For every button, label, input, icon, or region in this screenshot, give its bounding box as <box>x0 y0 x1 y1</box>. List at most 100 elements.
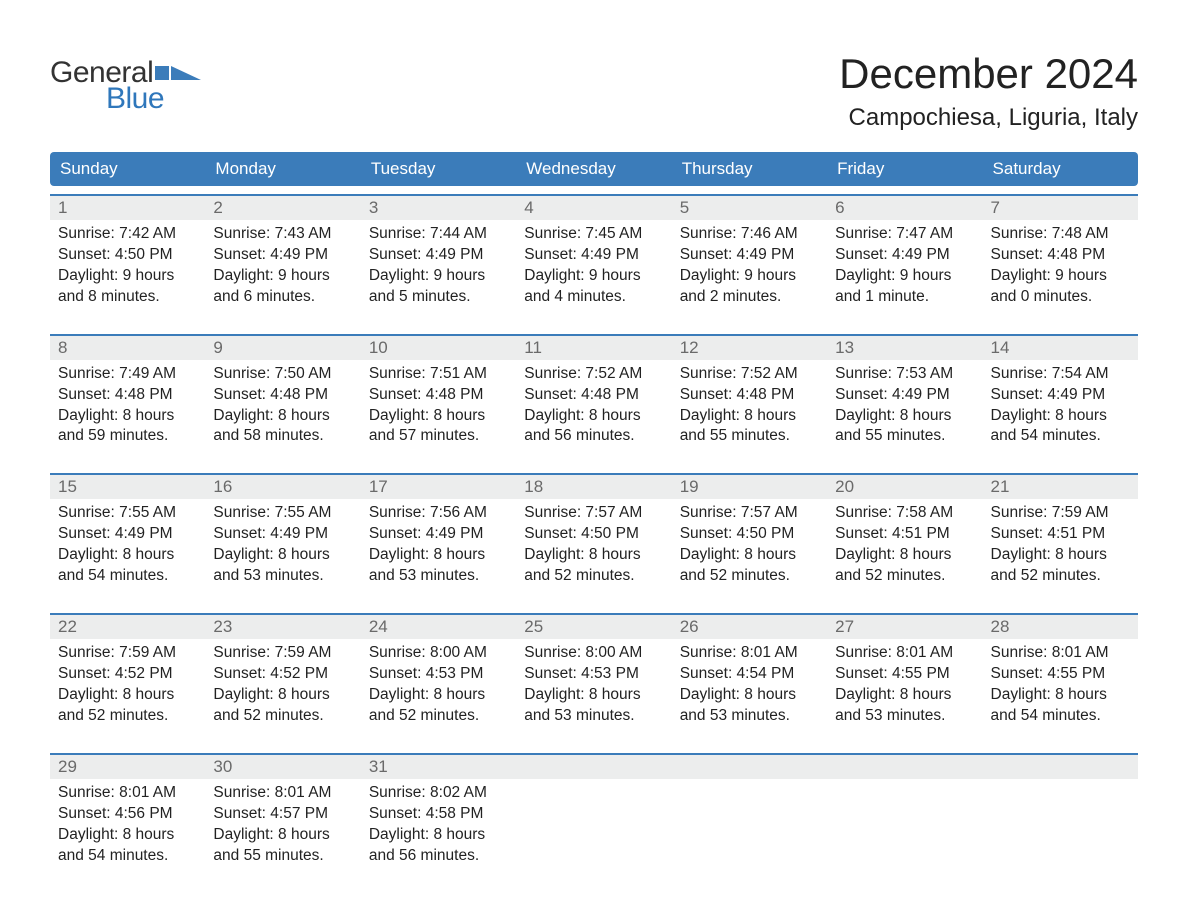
daynum-row: 15161718192021 <box>50 475 1138 499</box>
daylight-text-2: and 54 minutes. <box>58 566 197 587</box>
daylight-text-2: and 5 minutes. <box>369 287 508 308</box>
day-cell: Sunrise: 7:52 AMSunset: 4:48 PMDaylight:… <box>516 360 671 466</box>
daylight-text-2: and 57 minutes. <box>369 426 508 447</box>
daylight-text-1: Daylight: 9 hours <box>835 266 974 287</box>
day-number: 4 <box>516 196 671 220</box>
daynum-row: 293031 <box>50 755 1138 779</box>
sunset-text: Sunset: 4:55 PM <box>991 664 1130 685</box>
location-subtitle: Campochiesa, Liguria, Italy <box>839 104 1138 132</box>
day-number <box>983 755 1138 779</box>
day-cell: Sunrise: 7:55 AMSunset: 4:49 PMDaylight:… <box>50 499 205 605</box>
day-number: 28 <box>983 615 1138 639</box>
day-number: 26 <box>672 615 827 639</box>
sunrise-text: Sunrise: 8:01 AM <box>213 783 352 804</box>
day-cell <box>827 779 982 885</box>
daylight-text-1: Daylight: 9 hours <box>369 266 508 287</box>
calendar-page: General Blue December 2024 Campochiesa, … <box>0 0 1188 924</box>
week-row: 15161718192021Sunrise: 7:55 AMSunset: 4:… <box>50 473 1138 605</box>
day-number: 17 <box>361 475 516 499</box>
day-number: 11 <box>516 336 671 360</box>
sunset-text: Sunset: 4:52 PM <box>58 664 197 685</box>
daylight-text-2: and 6 minutes. <box>213 287 352 308</box>
daylight-text-1: Daylight: 8 hours <box>369 825 508 846</box>
day-cell: Sunrise: 7:49 AMSunset: 4:48 PMDaylight:… <box>50 360 205 466</box>
sunset-text: Sunset: 4:48 PM <box>58 385 197 406</box>
sunrise-text: Sunrise: 7:57 AM <box>680 503 819 524</box>
day-number: 25 <box>516 615 671 639</box>
logo-word2: Blue <box>106 82 201 116</box>
daylight-text-2: and 55 minutes. <box>835 426 974 447</box>
daylight-text-1: Daylight: 8 hours <box>524 685 663 706</box>
daylight-text-2: and 52 minutes. <box>680 566 819 587</box>
day-number: 13 <box>827 336 982 360</box>
daylight-text-2: and 0 minutes. <box>991 287 1130 308</box>
daybody-row: Sunrise: 7:42 AMSunset: 4:50 PMDaylight:… <box>50 220 1138 326</box>
day-cell: Sunrise: 7:47 AMSunset: 4:49 PMDaylight:… <box>827 220 982 326</box>
day-number: 21 <box>983 475 1138 499</box>
sunrise-text: Sunrise: 7:50 AM <box>213 364 352 385</box>
day-number: 20 <box>827 475 982 499</box>
daylight-text-2: and 52 minutes. <box>991 566 1130 587</box>
daylight-text-1: Daylight: 8 hours <box>991 406 1130 427</box>
daylight-text-1: Daylight: 9 hours <box>524 266 663 287</box>
daylight-text-1: Daylight: 8 hours <box>991 545 1130 566</box>
day-cell: Sunrise: 7:43 AMSunset: 4:49 PMDaylight:… <box>205 220 360 326</box>
daylight-text-1: Daylight: 8 hours <box>680 406 819 427</box>
sunrise-text: Sunrise: 7:47 AM <box>835 224 974 245</box>
day-cell: Sunrise: 7:50 AMSunset: 4:48 PMDaylight:… <box>205 360 360 466</box>
sunset-text: Sunset: 4:49 PM <box>524 245 663 266</box>
daylight-text-2: and 53 minutes. <box>524 706 663 727</box>
daylight-text-2: and 52 minutes. <box>369 706 508 727</box>
daybody-row: Sunrise: 7:55 AMSunset: 4:49 PMDaylight:… <box>50 499 1138 605</box>
sunset-text: Sunset: 4:51 PM <box>991 524 1130 545</box>
sunrise-text: Sunrise: 7:52 AM <box>680 364 819 385</box>
sunrise-text: Sunrise: 7:49 AM <box>58 364 197 385</box>
daylight-text-1: Daylight: 8 hours <box>58 406 197 427</box>
sunset-text: Sunset: 4:58 PM <box>369 804 508 825</box>
day-cell: Sunrise: 7:57 AMSunset: 4:50 PMDaylight:… <box>516 499 671 605</box>
daylight-text-1: Daylight: 8 hours <box>680 545 819 566</box>
daylight-text-1: Daylight: 8 hours <box>213 825 352 846</box>
calendar: Sunday Monday Tuesday Wednesday Thursday… <box>50 152 1138 884</box>
day-number: 29 <box>50 755 205 779</box>
day-number: 5 <box>672 196 827 220</box>
day-number <box>672 755 827 779</box>
sunrise-text: Sunrise: 8:01 AM <box>835 643 974 664</box>
day-number: 12 <box>672 336 827 360</box>
sunrise-text: Sunrise: 8:00 AM <box>369 643 508 664</box>
sunrise-text: Sunrise: 7:51 AM <box>369 364 508 385</box>
daylight-text-2: and 52 minutes. <box>524 566 663 587</box>
daylight-text-1: Daylight: 8 hours <box>213 685 352 706</box>
day-cell: Sunrise: 7:42 AMSunset: 4:50 PMDaylight:… <box>50 220 205 326</box>
dow-friday: Friday <box>827 152 982 186</box>
month-title: December 2024 <box>839 50 1138 98</box>
day-cell: Sunrise: 7:54 AMSunset: 4:49 PMDaylight:… <box>983 360 1138 466</box>
sunset-text: Sunset: 4:53 PM <box>524 664 663 685</box>
sunrise-text: Sunrise: 8:00 AM <box>524 643 663 664</box>
daylight-text-2: and 8 minutes. <box>58 287 197 308</box>
day-cell: Sunrise: 7:57 AMSunset: 4:50 PMDaylight:… <box>672 499 827 605</box>
sunset-text: Sunset: 4:55 PM <box>835 664 974 685</box>
header-row: General Blue December 2024 Campochiesa, … <box>50 50 1138 146</box>
daylight-text-1: Daylight: 8 hours <box>680 685 819 706</box>
daylight-text-1: Daylight: 8 hours <box>835 685 974 706</box>
daybody-row: Sunrise: 7:49 AMSunset: 4:48 PMDaylight:… <box>50 360 1138 466</box>
sunset-text: Sunset: 4:49 PM <box>369 524 508 545</box>
sunrise-text: Sunrise: 7:46 AM <box>680 224 819 245</box>
sunset-text: Sunset: 4:50 PM <box>524 524 663 545</box>
sunset-text: Sunset: 4:49 PM <box>835 245 974 266</box>
sunset-text: Sunset: 4:57 PM <box>213 804 352 825</box>
daylight-text-2: and 52 minutes. <box>835 566 974 587</box>
daylight-text-2: and 52 minutes. <box>58 706 197 727</box>
day-cell: Sunrise: 7:46 AMSunset: 4:49 PMDaylight:… <box>672 220 827 326</box>
sunrise-text: Sunrise: 7:59 AM <box>58 643 197 664</box>
day-number: 22 <box>50 615 205 639</box>
dow-wednesday: Wednesday <box>516 152 671 186</box>
day-cell <box>983 779 1138 885</box>
sunrise-text: Sunrise: 8:01 AM <box>680 643 819 664</box>
daylight-text-2: and 56 minutes. <box>524 426 663 447</box>
daylight-text-1: Daylight: 8 hours <box>524 545 663 566</box>
day-number: 16 <box>205 475 360 499</box>
sunrise-text: Sunrise: 7:59 AM <box>213 643 352 664</box>
daynum-row: 22232425262728 <box>50 615 1138 639</box>
